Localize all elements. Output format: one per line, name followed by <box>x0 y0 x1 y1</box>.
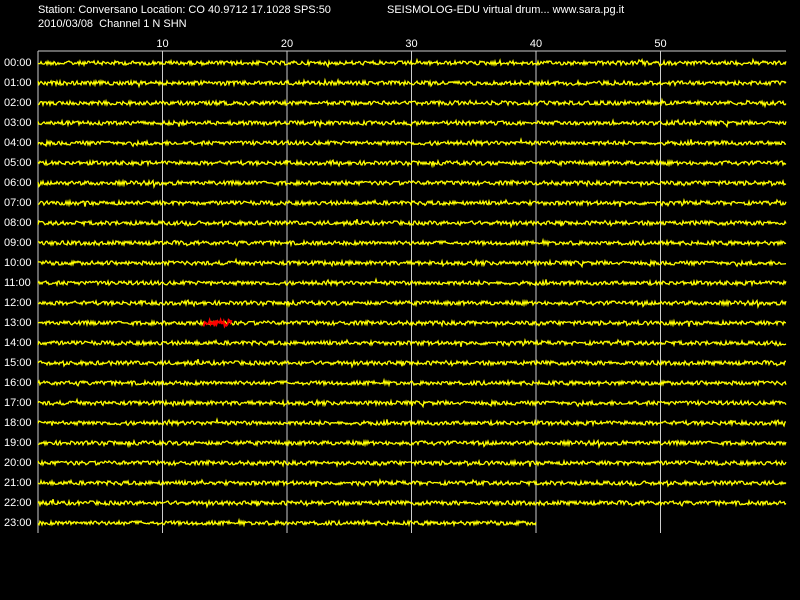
trace <box>37 377 787 388</box>
trace <box>37 218 787 229</box>
trace <box>37 318 787 328</box>
minute-label: 30 <box>405 38 417 50</box>
hour-label: 22:00 <box>4 497 32 509</box>
trace <box>37 97 787 109</box>
trace <box>37 118 787 129</box>
hour-label: 02:00 <box>4 97 32 109</box>
trace <box>37 338 787 348</box>
hour-label: 07:00 <box>4 197 32 209</box>
trace <box>37 137 787 148</box>
labels: 10 20 30 40 50 00:00 01:00 02:00 03:00 04:00 05:00… <box>4 38 667 529</box>
trace <box>37 57 787 69</box>
trace <box>37 358 786 369</box>
program-info: SEISMOLOG-EDU virtual drum... www.sara.p… <box>387 4 624 16</box>
hour-label: 03:00 <box>4 117 32 129</box>
event-trace <box>202 316 233 329</box>
trace <box>37 478 787 488</box>
trace <box>37 417 787 428</box>
hour-label: 12:00 <box>4 297 32 309</box>
trace <box>37 158 787 169</box>
trace <box>37 517 537 528</box>
hour-label: 14:00 <box>4 337 32 349</box>
hour-label: 19:00 <box>4 437 32 449</box>
hour-label: 08:00 <box>4 217 32 229</box>
hour-label: 23:00 <box>4 517 32 529</box>
hour-label: 15:00 <box>4 357 32 369</box>
hour-label: 06:00 <box>4 177 32 189</box>
hour-label: 09:00 <box>4 237 32 249</box>
hour-label: 20:00 <box>4 457 32 469</box>
hour-label: 10:00 <box>4 257 32 269</box>
minute-label: 40 <box>530 38 542 50</box>
trace <box>37 198 787 208</box>
hour-label: 21:00 <box>4 477 32 489</box>
trace <box>37 77 787 89</box>
trace <box>37 277 787 288</box>
trace <box>37 438 787 450</box>
hour-label: 13:00 <box>4 317 32 329</box>
hour-label: 17:00 <box>4 397 32 409</box>
hour-label: 00:00 <box>4 57 32 69</box>
trace <box>37 458 787 468</box>
hour-label: 11:00 <box>4 277 31 289</box>
trace <box>37 257 787 269</box>
station-info: Station: Conversano Location: CO 40.9712… <box>38 4 331 16</box>
trace <box>37 397 787 409</box>
channel-info: 2010/03/08 Channel 1 N SHN <box>38 18 187 30</box>
minute-label: 10 <box>156 38 168 50</box>
grid <box>162 51 661 533</box>
minute-label: 20 <box>281 38 293 50</box>
hour-label: 01:00 <box>4 77 32 89</box>
hour-label: 05:00 <box>4 157 32 169</box>
trace <box>37 237 787 248</box>
trace <box>37 178 787 190</box>
traces <box>37 57 787 528</box>
minute-label: 50 <box>654 38 666 50</box>
trace <box>37 498 787 509</box>
hour-label: 16:00 <box>4 377 32 389</box>
hour-label: 04:00 <box>4 137 32 149</box>
hour-label: 18:00 <box>4 417 32 429</box>
trace <box>37 298 787 310</box>
